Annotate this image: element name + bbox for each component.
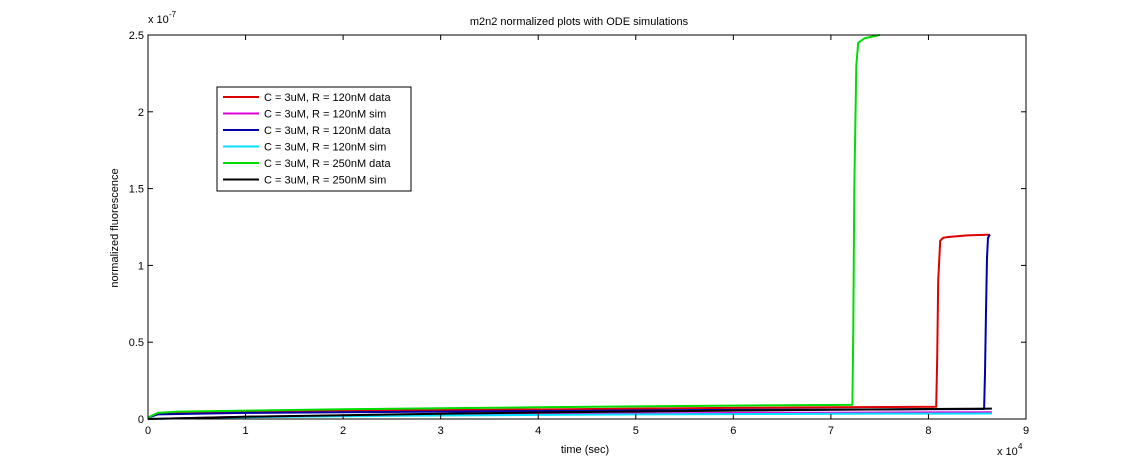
x-axis-label: time (sec) <box>561 444 609 456</box>
x-tick-label: 2 <box>340 425 346 437</box>
x-tick-label: 6 <box>730 425 736 437</box>
plot-area-border <box>147 34 1027 420</box>
y-axis-label: normalized fluorescence <box>109 168 121 287</box>
x-tick-label: 9 <box>1023 425 1029 437</box>
chart-title: m2n2 normalized plots with ODE simulatio… <box>470 16 689 28</box>
legend-box <box>216 86 412 192</box>
y-tick-label: 1.5 <box>129 184 144 196</box>
x-tick-label: 3 <box>438 425 444 437</box>
legend-entry-label: C = 3uM, R = 120nM sim <box>264 142 386 154</box>
ticks-layer: 0 1 2 3 4 5 6 7 8 9 0 0.5 1 1.5 2 2.5 <box>129 30 1029 437</box>
legend-entry-label: C = 3uM, R = 120nM data <box>264 125 391 137</box>
y-tick-label: 0 <box>138 414 144 426</box>
y-axis-multiplier: x 10 -7 <box>148 10 177 26</box>
x-axis-multiplier: x 10 4 <box>997 442 1023 458</box>
series-line-5 <box>147 34 880 419</box>
y-tick-label: 1 <box>138 260 144 272</box>
series-line-6 <box>147 407 992 420</box>
x-tick-label: 1 <box>242 425 248 437</box>
x-tick-label: 7 <box>828 425 834 437</box>
y-multiplier-base: x 10 <box>148 14 169 26</box>
x-tick-label: 0 <box>145 425 151 437</box>
x-tick-label: 8 <box>925 425 931 437</box>
x-tick-label: 4 <box>535 425 541 437</box>
legend-entry-label: C = 3uM, R = 120nM data <box>264 92 391 104</box>
y-multiplier-exponent: -7 <box>169 10 177 19</box>
series-line-3 <box>147 234 991 419</box>
y-tick-label: 0.5 <box>129 337 144 349</box>
legend-entry-label: C = 3uM, R = 250nM sim <box>264 175 386 187</box>
legend-entry-label: C = 3uM, R = 120nM sim <box>264 109 386 121</box>
series-line-1 <box>147 233 990 419</box>
legend: C = 3uM, R = 120nM data C = 3uM, R = 120n… <box>216 86 412 192</box>
y-tick-label: 2.5 <box>129 30 144 42</box>
x-tick-label: 5 <box>633 425 639 437</box>
x-multiplier-exponent: 4 <box>1018 442 1023 451</box>
series-layer <box>147 34 992 420</box>
x-multiplier-base: x 10 <box>997 446 1018 458</box>
legend-entry-label: C = 3uM, R = 250nM data <box>264 158 391 170</box>
y-tick-label: 2 <box>138 107 144 119</box>
